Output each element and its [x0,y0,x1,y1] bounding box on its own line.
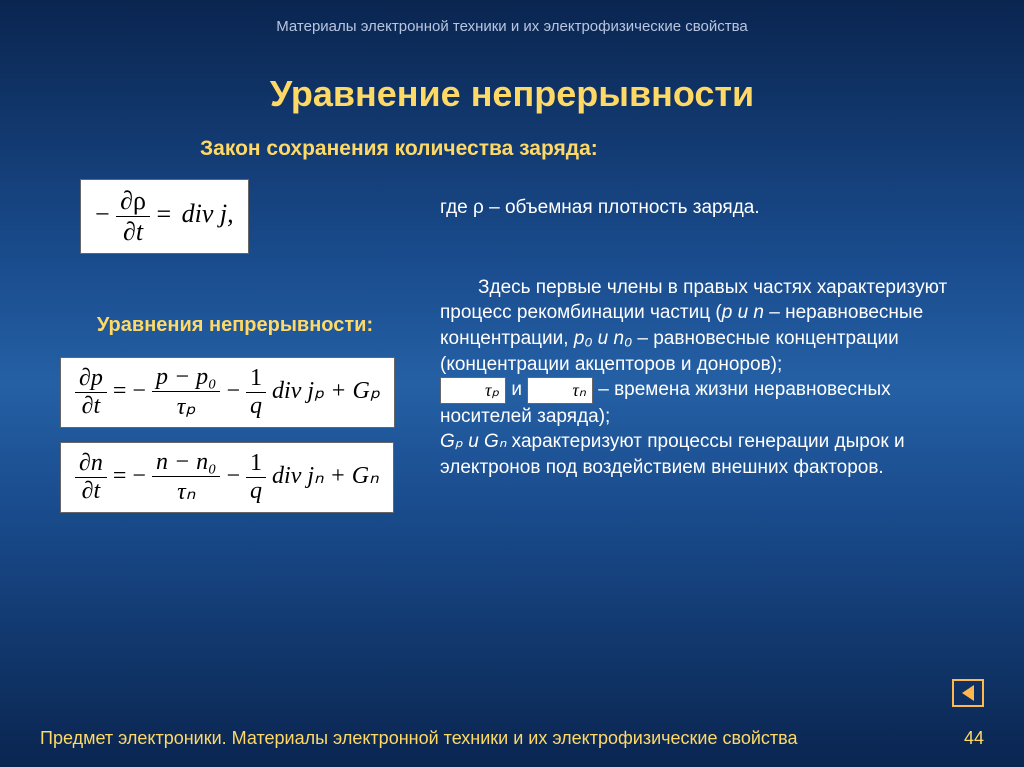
law-subtitle: Закон сохранения количества заряда: [200,137,1024,161]
f1-den: ∂t [116,217,150,247]
content-area: − ∂ρ ∂t = div j, Уравнения непрерывности… [0,179,1024,527]
minus-sign: − [95,199,110,228]
f1-rhs: div j, [182,199,234,228]
exp-p6: характеризуют процессы генерации дырок и… [440,431,905,478]
fn-f1den: τₙ [152,477,221,506]
tau-n-box: τₙ [527,377,593,403]
exp-p0n0: p₀ и n₀ [574,328,632,349]
fn-tail: div jₙ + Gₙ [272,463,379,489]
fn-f1num: n − n₀ [152,449,221,477]
eq-sign: = [157,199,172,228]
slide-title: Уравнение непрерывности [0,73,1024,115]
fp-f2den: q [246,393,266,420]
footer: Предмет электроники. Материалы электронн… [0,728,1024,749]
fp-f1num: p − p₀ [152,364,221,392]
fn-dnum: ∂n [75,450,107,478]
formula-n: ∂n ∂t = − n − n₀ τₙ − 1 q div jₙ + Gₙ [60,442,394,513]
fp-f2num: 1 [246,365,266,393]
fp-dnum: ∂p [75,365,107,393]
exp-and: и [506,379,527,400]
fp-tail: div jₚ + Gₚ [272,378,380,404]
continuity-heading: Уравнения непрерывности: [80,314,430,337]
formula-p: ∂p ∂t = − p − p₀ τₚ − 1 q div jₚ + Gₚ [60,357,395,428]
exp-pn: p и n [722,302,764,323]
exp-gpgn: Gₚ и Gₙ [440,431,506,452]
fn-f2den: q [246,478,266,505]
formula-conservation: − ∂ρ ∂t = div j, [80,179,249,254]
explanation-block: Здесь первые члены в правых частях харак… [440,275,964,481]
fn-f2num: 1 [246,450,266,478]
prev-slide-button[interactable] [952,679,984,707]
f1-num: ∂ρ [116,186,150,217]
footer-text: Предмет электроники. Материалы электронн… [40,728,798,749]
fp-f1den: τₚ [152,392,221,421]
tau-p-box: τₚ [440,377,506,403]
left-column: − ∂ρ ∂t = div j, Уравнения непрерывности… [0,179,430,527]
fp-dden: ∂t [75,393,107,420]
header-subtitle: Материалы электронной техники и их элект… [0,0,1024,35]
fn-dden: ∂t [75,478,107,505]
where-text: где ρ – объемная плотность заряда. [440,195,964,221]
right-column: где ρ – объемная плотность заряда. Здесь… [430,179,1024,527]
page-number: 44 [964,728,984,749]
